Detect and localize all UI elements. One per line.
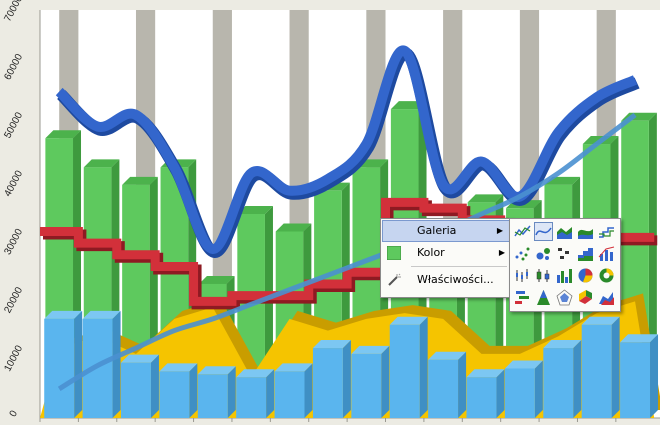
y-tick-label: 50000	[2, 110, 25, 140]
chart-gallery-submenu	[509, 218, 621, 312]
bar-top	[351, 345, 390, 354]
bar-side	[496, 369, 505, 418]
gallery-candlestick-chart-icon[interactable]	[535, 267, 552, 284]
bar-side	[573, 340, 582, 418]
bar-side	[342, 340, 351, 418]
gallery-pie-chart-icon[interactable]	[577, 267, 594, 284]
trend-series	[57, 112, 637, 391]
bar	[236, 377, 267, 418]
submenu-arrow-icon: ▶	[498, 248, 505, 257]
bar-top	[44, 310, 83, 319]
gallery-curve-chart-icon[interactable]	[534, 222, 553, 241]
gallery-pyramid-chart-icon[interactable]	[535, 289, 552, 306]
gallery-bar-chart-icon[interactable]	[556, 267, 573, 284]
gallery-pareto-chart-icon[interactable]	[598, 245, 615, 262]
y-tick-label: 70000	[2, 0, 25, 24]
menu-item-label: Kolor	[417, 246, 445, 259]
bar-top	[274, 363, 313, 372]
gallery-cube-chart-icon[interactable]	[577, 289, 594, 306]
bar	[504, 368, 535, 418]
bar	[159, 371, 190, 418]
y-tick-label: 30000	[2, 227, 25, 257]
bar	[197, 374, 228, 418]
bar-side	[611, 316, 620, 418]
y-tick-label: 10000	[2, 343, 25, 373]
bar	[44, 318, 75, 418]
y-tick-label: 40000	[2, 168, 25, 198]
bar-side	[227, 366, 236, 418]
menu-item-kolor[interactable]: Kolor ▶	[381, 242, 511, 264]
bar	[312, 348, 343, 418]
bar	[543, 348, 574, 418]
bar-top	[197, 366, 236, 375]
bar-top	[275, 223, 312, 232]
bar	[620, 342, 651, 418]
gallery-3d-area-chart-icon[interactable]	[598, 289, 615, 306]
bar-top	[543, 340, 582, 349]
gallery-step-chart-icon[interactable]	[598, 223, 615, 240]
gallery-scatter-chart-icon[interactable]	[514, 245, 531, 262]
bar-side	[419, 316, 428, 418]
y-tick-label: 20000	[2, 285, 25, 315]
bar	[389, 324, 420, 418]
spline-series	[55, 45, 638, 254]
gallery-step-area-chart-icon[interactable]	[577, 245, 594, 262]
gallery-surface-chart-icon[interactable]	[556, 245, 573, 262]
gallery-curve-area-chart-icon[interactable]	[577, 223, 594, 240]
bar	[428, 359, 459, 418]
gallery-gantt-chart-icon[interactable]	[514, 289, 531, 306]
bar	[466, 377, 497, 418]
bar-top	[82, 310, 121, 319]
bar-top	[467, 194, 504, 203]
bar-top	[159, 363, 198, 372]
bar-side	[112, 310, 121, 418]
submenu-arrow-icon: ▶	[496, 226, 503, 235]
bar-side	[304, 363, 313, 418]
menu-item-wlasciwosci[interactable]: Właściwości...	[381, 269, 511, 291]
bar-top	[198, 275, 235, 284]
bar-side	[189, 363, 198, 418]
gallery-area-chart-icon[interactable]	[556, 223, 573, 240]
bar-top	[389, 316, 428, 325]
bar-side	[381, 345, 390, 418]
bar-top	[237, 206, 273, 214]
menu-item-label: Właściwości...	[417, 273, 494, 286]
bar-side	[650, 334, 659, 418]
bar-top	[122, 176, 158, 185]
gallery-doughnut-chart-icon[interactable]	[598, 267, 615, 284]
bar-side	[266, 369, 275, 418]
gallery-high-low-chart-icon[interactable]	[514, 267, 531, 284]
bar-top	[466, 369, 505, 378]
bar-top	[620, 334, 659, 343]
bar-top	[83, 159, 120, 168]
bar-top	[121, 354, 159, 363]
gallery-line-chart-icon[interactable]	[514, 223, 531, 240]
properties-wand-icon	[388, 273, 401, 286]
menu-item-galeria[interactable]: Galeria ▶	[382, 220, 510, 242]
bar-top	[504, 360, 543, 369]
bar	[121, 362, 151, 418]
menu-separator	[411, 266, 507, 267]
bar	[581, 324, 612, 418]
bar-top	[312, 340, 351, 349]
bar-side	[534, 360, 543, 418]
bar-top	[428, 351, 467, 360]
bar	[351, 353, 382, 418]
y-tick-label: 0	[8, 408, 21, 418]
y-tick-label: 60000	[2, 52, 25, 82]
gallery-bubble-chart-icon[interactable]	[535, 245, 552, 262]
menu-item-label: Galeria	[417, 224, 457, 237]
bar	[274, 371, 305, 418]
context-menu: Galeria ▶ Kolor ▶ Właściwości...	[380, 218, 512, 298]
bar-top	[45, 130, 82, 139]
color-swatch-icon	[387, 246, 401, 260]
bar-top	[581, 316, 620, 325]
bar-side	[150, 354, 159, 418]
bar-side	[458, 351, 467, 418]
bar-top	[236, 369, 275, 378]
bar-side	[74, 310, 83, 418]
bar	[82, 318, 113, 418]
gallery-radar-chart-icon[interactable]	[556, 289, 573, 306]
